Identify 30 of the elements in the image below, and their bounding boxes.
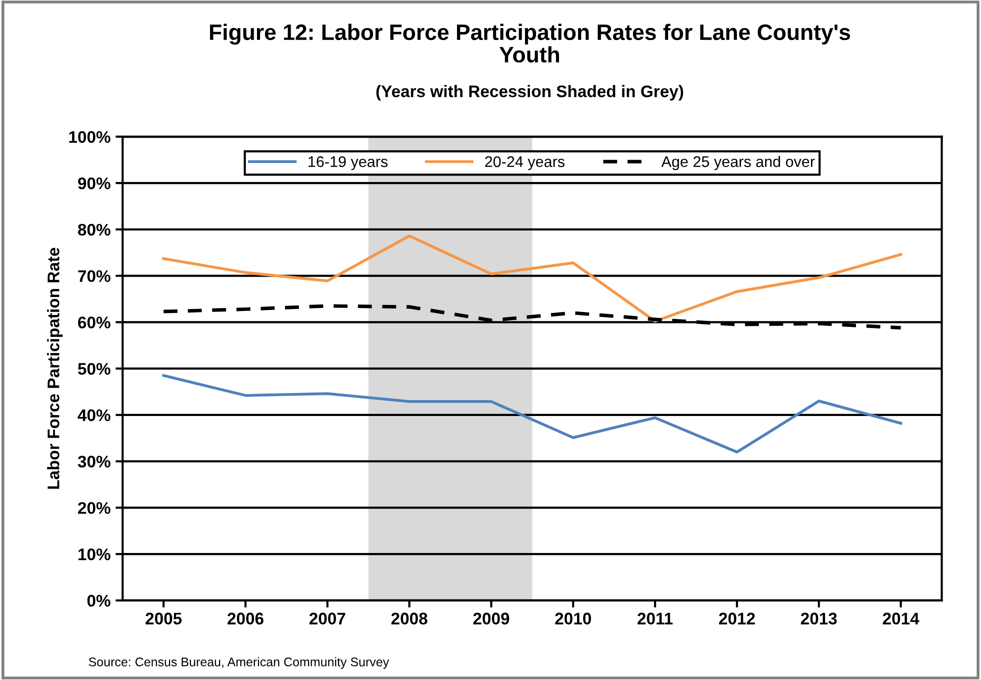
y-tick-label: 20% xyxy=(78,502,110,514)
y-tick-label: 60% xyxy=(78,316,110,328)
legend-label: Age 25 years and over xyxy=(661,156,815,170)
chart-subtitle: (Years with Recession Shaded in Grey) xyxy=(376,85,684,101)
x-tick-label: 2005 xyxy=(146,612,182,624)
line-series xyxy=(162,374,902,454)
chart-title: Figure 12: Labor Force Participation Rates for Lane County's Youth xyxy=(210,24,850,63)
legend-label: 16-19 years xyxy=(308,156,388,170)
x-tick-label: 2014 xyxy=(882,612,920,624)
x-tick-label: 2008 xyxy=(391,612,428,624)
x-tick-label: 2012 xyxy=(719,612,755,624)
y-tick-label: 50% xyxy=(78,362,110,375)
y-tick-label: 10% xyxy=(78,548,110,560)
y-tick-label: 90% xyxy=(78,177,110,190)
y-tick-label: 40% xyxy=(78,409,110,422)
y-axis-title: Labor Force Participation Rate xyxy=(47,248,63,489)
y-tick-label: 30% xyxy=(78,456,110,468)
line-series xyxy=(162,234,902,323)
x-tick-label: 2011 xyxy=(638,612,673,624)
y-tick-label: 70% xyxy=(78,270,110,282)
y-tick-label: 100% xyxy=(69,131,110,143)
x-tick-label: 2007 xyxy=(309,612,346,624)
x-tick-label: 2006 xyxy=(228,612,264,624)
x-tick-label: 2013 xyxy=(800,612,837,625)
x-tick-label: 2010 xyxy=(555,612,592,624)
source-note: Source: Census Bureau, American Community Survey xyxy=(88,657,390,669)
y-tick-label: 0% xyxy=(87,594,110,607)
x-tick-label: 2009 xyxy=(473,612,510,624)
y-tick-label: 80% xyxy=(78,224,110,236)
legend-label: 20-24 years xyxy=(485,156,564,170)
